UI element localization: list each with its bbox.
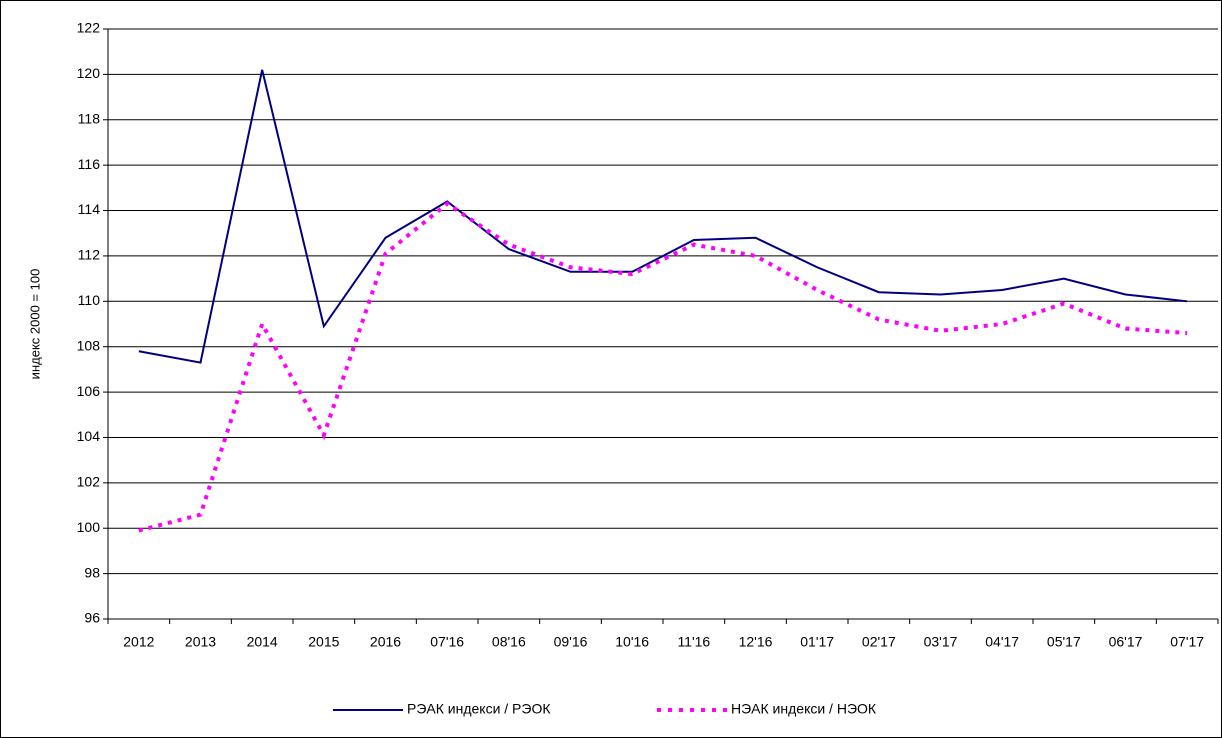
x-tick-label: 12'16 xyxy=(739,634,773,650)
x-tick-label: 2013 xyxy=(185,634,216,650)
y-tick-label: 104 xyxy=(77,428,101,444)
x-tick-label: 04'17 xyxy=(985,634,1019,650)
y-tick-label: 110 xyxy=(78,292,101,308)
series-line xyxy=(138,69,1188,364)
y-tick-label: 98 xyxy=(84,564,100,580)
y-tick-label: 116 xyxy=(78,156,101,172)
x-tick-label: 2012 xyxy=(123,634,154,650)
y-tick-label: 114 xyxy=(78,201,101,217)
y-tick-label: 112 xyxy=(78,247,101,263)
legend-label: РЭАК индекси / РЭОК xyxy=(407,701,551,717)
x-tick-label: 05'17 xyxy=(1047,634,1081,650)
y-tick-label: 118 xyxy=(78,110,101,126)
y-tick-label: 122 xyxy=(77,20,101,36)
x-tick-label: 09'16 xyxy=(554,634,588,650)
x-tick-label: 01'17 xyxy=(800,634,834,650)
y-tick-label: 120 xyxy=(77,65,101,81)
x-tick-label: 08'16 xyxy=(492,634,526,650)
x-tick-label: 2014 xyxy=(247,634,278,650)
x-tick-label: 2016 xyxy=(370,634,401,650)
y-tick-label: 106 xyxy=(77,383,101,399)
x-tick-label: 07'17 xyxy=(1170,634,1204,650)
y-tick-label: 100 xyxy=(77,519,101,535)
x-tick-label: 10'16 xyxy=(615,634,649,650)
legend-label: НЭАК индекси / НЭОК xyxy=(731,701,877,717)
x-tick-label: 06'17 xyxy=(1109,634,1143,650)
y-tick-label: 108 xyxy=(77,337,101,353)
x-tick-label: 11'16 xyxy=(677,634,710,650)
x-tick-label: 2015 xyxy=(308,634,339,650)
y-tick-label: 102 xyxy=(77,474,101,490)
x-tick-label: 07'16 xyxy=(430,634,464,650)
x-tick-label: 02'17 xyxy=(862,634,896,650)
x-tick-label: 03'17 xyxy=(924,634,958,650)
y-tick-label: 96 xyxy=(84,610,100,626)
y-axis-label: индекс 2000 = 100 xyxy=(27,269,42,380)
